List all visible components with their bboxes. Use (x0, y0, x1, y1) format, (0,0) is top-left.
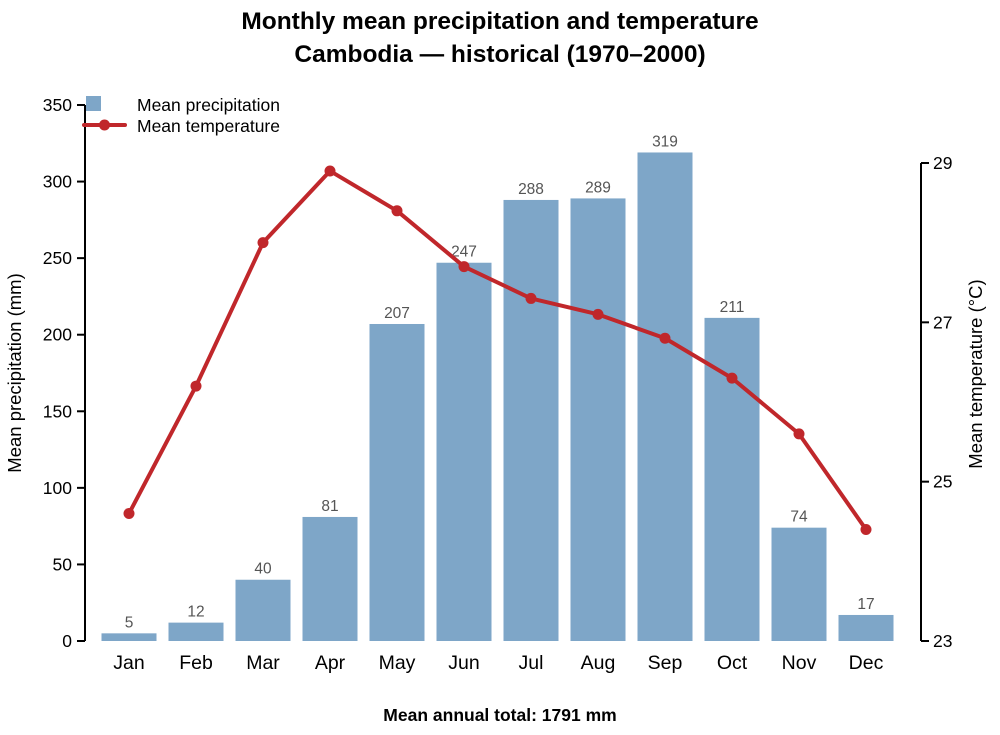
left-axis-tick-label: 350 (43, 95, 72, 115)
bar-value-label: 81 (321, 498, 338, 515)
temp-point-dec (860, 523, 872, 535)
bar-value-label: 5 (125, 614, 134, 631)
right-axis-tick-label: 27 (933, 312, 952, 332)
temp-point-nov (793, 428, 805, 440)
right-axis-tick-label: 23 (933, 631, 952, 651)
temp-point-aug (592, 308, 604, 320)
left-axis-tick-label: 0 (62, 631, 72, 651)
bar-mar (235, 579, 291, 641)
bar-oct (704, 317, 760, 641)
bar-value-label: 40 (254, 561, 272, 578)
temp-point-apr (324, 165, 336, 177)
annual-total-note: Mean annual total: 1791 mm (383, 705, 617, 725)
x-axis-label: Aug (581, 652, 616, 674)
left-axis-tick-label: 100 (43, 478, 72, 498)
temp-point-feb (190, 380, 202, 392)
temperature-line (127, 168, 868, 532)
temp-point-jun (458, 261, 470, 273)
bar-dec (838, 614, 894, 641)
bar-apr (302, 516, 358, 641)
legend-temp-label: Mean temperature (137, 116, 280, 136)
left-axis-tick-label: 50 (53, 554, 73, 574)
bar-feb (168, 622, 224, 641)
legend-precip-swatch (86, 96, 101, 111)
x-axis-label: Jan (113, 652, 144, 674)
x-axis-label: Nov (782, 652, 817, 674)
temp-point-sep (659, 332, 671, 344)
x-axis-label: Feb (179, 652, 213, 674)
bar-sep (637, 152, 693, 641)
x-axis-label: Oct (717, 652, 748, 674)
x-axis-label: Dec (849, 652, 884, 674)
chart-title-line1: Monthly mean precipitation and temperatu… (241, 8, 759, 35)
bar-aug (570, 198, 626, 641)
bar-jun (436, 262, 492, 641)
right-axis-tick-label: 29 (933, 153, 952, 173)
x-axis-label: Jun (448, 652, 479, 674)
bar-jul (503, 199, 559, 641)
left-axis-tick-label: 300 (43, 172, 72, 192)
chart-title: Monthly mean precipitation and temperatu… (0, 5, 1000, 71)
temp-point-oct (726, 372, 738, 384)
legend-precip-label: Mean precipitation (137, 95, 280, 115)
bar-value-label: 288 (518, 181, 544, 198)
x-axis-label: Jul (519, 652, 544, 674)
x-axis-label: Apr (315, 652, 346, 674)
left-axis-title: Mean precipitation (mm) (4, 273, 25, 472)
left-axis-tick-label: 200 (43, 325, 72, 345)
temp-point-mar (257, 237, 269, 249)
bar-value-label: 12 (187, 604, 204, 621)
temp-point-jan (123, 508, 135, 520)
legend-temp-dot-swatch (99, 119, 110, 131)
bar-value-label: 17 (857, 596, 874, 613)
bar-nov (771, 527, 827, 641)
bar-value-label: 247 (451, 244, 477, 261)
bar-jan (101, 633, 157, 641)
bar-value-label: 207 (384, 305, 410, 322)
bar-value-label: 319 (652, 133, 678, 150)
bar-value-label: 74 (790, 509, 808, 526)
chart-title-line2: Cambodia — historical (1970–2000) (294, 41, 706, 68)
bar-value-label: 211 (720, 299, 745, 316)
bar-value-label: 289 (585, 179, 611, 196)
temp-point-jul (525, 292, 537, 304)
left-axis-tick-label: 150 (43, 401, 72, 421)
x-axis-label: May (379, 652, 416, 674)
left-axis-tick-label: 250 (43, 248, 72, 268)
right-axis-tick-label: 25 (933, 472, 952, 492)
temp-point-may (391, 205, 403, 217)
right-axis-title: Mean temperature (°C) (965, 279, 986, 468)
x-axis-label: Sep (648, 652, 683, 674)
x-axis-label: Mar (246, 652, 280, 674)
bar-may (369, 323, 425, 641)
